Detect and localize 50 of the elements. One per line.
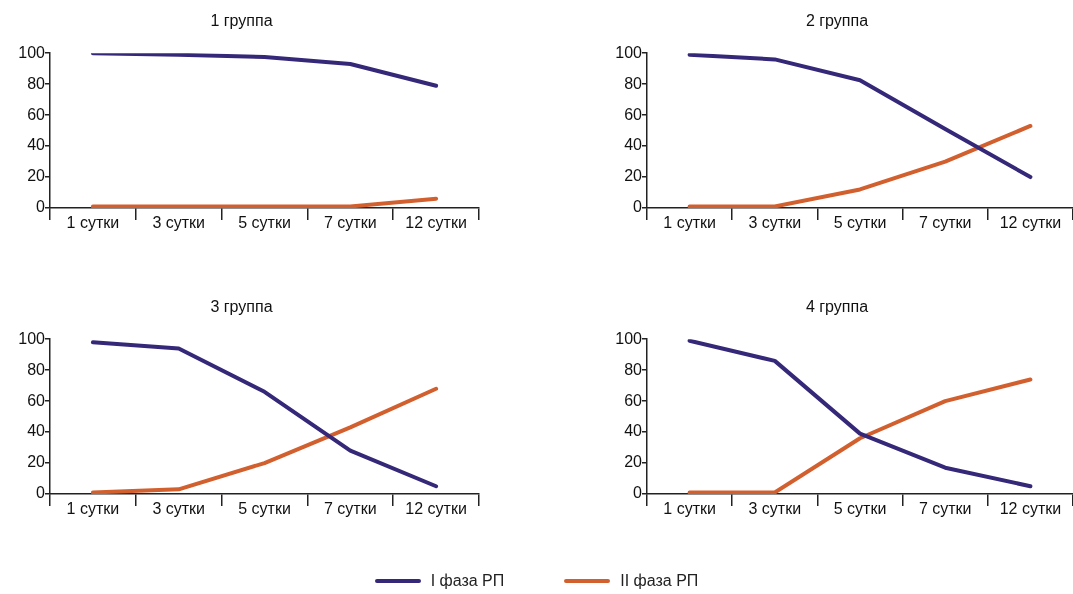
y-tick-label: 0 — [36, 198, 46, 216]
x-tick-label: 7 сутки — [918, 214, 972, 232]
x-tick-label: 1 сутки — [66, 500, 120, 518]
x-tick-label: 1 сутки — [66, 214, 120, 232]
x-tick-label: 3 сутки — [748, 500, 802, 518]
y-tick-label: 0 — [633, 198, 643, 216]
chart-title: 1 группа — [210, 12, 273, 30]
chart-title: 3 группа — [210, 298, 273, 316]
x-tick-label: 12 сутки — [999, 500, 1062, 518]
y-tick-label: 20 — [624, 167, 643, 185]
y-tick-label: 40 — [27, 422, 46, 440]
y-tick-label: 20 — [27, 453, 46, 471]
y-tick-label: 100 — [615, 43, 643, 61]
y-tick-label: 40 — [624, 136, 643, 154]
legend-label: I фаза РП — [430, 572, 505, 590]
y-tick-label: 0 — [633, 484, 643, 502]
y-tick-label: 60 — [27, 391, 46, 409]
x-tick-label: 3 сутки — [152, 214, 205, 232]
x-tick-label: 7 сутки — [918, 500, 972, 518]
y-tick-label: 60 — [624, 105, 643, 123]
x-tick-label: 12 сутки — [405, 214, 467, 232]
y-tick-label: 60 — [624, 391, 643, 409]
chart-title: 4 группа — [805, 298, 869, 316]
y-tick-label: 100 — [615, 329, 643, 347]
legend-label: II фаза РП — [620, 572, 699, 590]
y-tick-label: 80 — [27, 360, 46, 378]
y-tick-label: 20 — [27, 167, 46, 185]
x-tick-label: 1 сутки — [663, 214, 716, 232]
chart-title: 2 группа — [805, 12, 869, 30]
x-tick-label: 1 сутки — [663, 500, 716, 518]
y-tick-label: 60 — [27, 105, 46, 123]
x-tick-label: 12 сутки — [405, 500, 467, 518]
x-tick-label: 3 сутки — [152, 500, 205, 518]
y-tick-label: 80 — [27, 74, 46, 92]
x-tick-label: 5 сутки — [238, 214, 291, 232]
y-tick-label: 80 — [624, 360, 643, 378]
x-tick-label: 7 сутки — [324, 214, 377, 232]
y-tick-label: 40 — [624, 422, 643, 440]
x-tick-label: 3 сутки — [748, 214, 802, 232]
x-tick-label: 5 сутки — [833, 214, 887, 232]
y-tick-label: 40 — [27, 136, 46, 154]
x-tick-label: 12 сутки — [999, 214, 1062, 232]
x-tick-label: 5 сутки — [833, 500, 887, 518]
y-tick-label: 20 — [624, 453, 643, 471]
y-tick-label: 100 — [18, 43, 46, 61]
y-tick-label: 100 — [18, 329, 46, 347]
x-tick-label: 7 сутки — [324, 500, 377, 518]
x-tick-label: 5 сутки — [238, 500, 291, 518]
y-tick-label: 0 — [36, 484, 46, 502]
y-tick-label: 80 — [624, 74, 643, 92]
